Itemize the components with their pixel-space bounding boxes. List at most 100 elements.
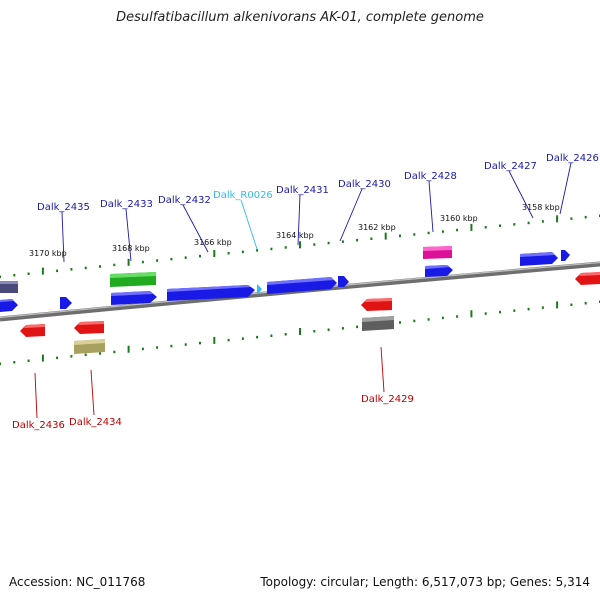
minor-tick	[456, 228, 459, 232]
kbp-label: 3158 kbp	[522, 203, 560, 212]
minor-tick	[113, 350, 116, 354]
minor-tick	[427, 318, 430, 321]
minor-tick	[341, 240, 344, 243]
gene-dalk-2429-box[interactable]	[362, 316, 394, 331]
gene-label-dalk-2434[interactable]: Dalk_2434	[69, 417, 122, 428]
genome-backbone	[0, 261, 600, 322]
gene-label-dalk-2433[interactable]: Dalk_2433	[100, 199, 153, 210]
gene-label-dalk-2426[interactable]: Dalk_2426	[546, 153, 599, 164]
minor-tick	[527, 307, 530, 311]
minor-tick	[313, 330, 316, 333]
gene-label-dalk-2429[interactable]: Dalk_2429	[361, 394, 414, 405]
major-tick	[127, 345, 130, 353]
gene-label-dalk-2431[interactable]: Dalk_2431	[276, 185, 329, 196]
major-tick	[127, 258, 130, 266]
gene-label-dalk-2432[interactable]: Dalk_2432	[158, 195, 211, 206]
gene-dalk-r0026-arrow[interactable]	[257, 284, 262, 295]
minor-tick	[70, 355, 73, 358]
minor-tick	[13, 361, 16, 364]
genome-title: Desulfatibacillum alkenivorans AK-01, co…	[116, 10, 484, 25]
minor-tick	[584, 215, 587, 219]
minor-tick	[327, 328, 330, 331]
minor-tick	[399, 321, 401, 324]
minor-tick	[441, 316, 444, 320]
gene-dalk-2430-arrow[interactable]	[338, 276, 349, 287]
minor-tick	[241, 337, 244, 340]
kbp-label: 3164 kbp	[276, 231, 314, 240]
gene-dalk-2435-arrow[interactable]	[0, 281, 18, 293]
gene-label-dalk-2435[interactable]: Dalk_2435	[37, 202, 90, 213]
gene-dalk-2436-arrow[interactable]	[20, 324, 45, 337]
minor-tick	[56, 356, 59, 360]
minor-tick	[413, 319, 416, 323]
gene-label-dalk-2427[interactable]: Dalk_2427	[484, 161, 537, 172]
gene-dalk-2431-arrow[interactable]	[267, 277, 337, 294]
major-tick	[556, 301, 559, 309]
minor-tick	[199, 341, 201, 345]
minor-tick	[413, 233, 416, 236]
minor-tick	[527, 221, 530, 225]
gene-dalk-2433-arrow[interactable]	[111, 291, 157, 305]
gene-label-dalk-2436[interactable]: Dalk_2436	[12, 420, 65, 431]
gene-dalk-2426-arrow[interactable]	[561, 250, 570, 261]
minor-tick	[141, 260, 144, 264]
minor-tick	[84, 353, 87, 357]
kbp-label: 3166 kbp	[194, 238, 232, 247]
top-scale-track	[0, 214, 600, 278]
minor-tick	[441, 230, 444, 233]
minor-tick	[513, 223, 516, 226]
gene-dalk-2428-arrow[interactable]	[425, 265, 453, 277]
minor-tick	[184, 256, 187, 259]
minor-tick	[584, 302, 587, 305]
minor-tick	[0, 275, 1, 278]
genome-summary-text: Topology: circular; Length: 6,517,073 bp…	[260, 575, 590, 589]
minor-tick	[541, 306, 544, 309]
gene-label-dalk-2430[interactable]: Dalk_2430	[338, 179, 391, 190]
bottom-scale-track	[0, 300, 600, 365]
minor-tick	[570, 217, 573, 220]
minor-tick	[270, 247, 273, 251]
kbp-label: 3160 kbp	[440, 214, 478, 223]
gene-dalk-2434-red-arrow[interactable]	[74, 321, 104, 334]
minor-tick	[341, 327, 344, 330]
major-tick	[299, 241, 301, 249]
kbp-label: 3168 kbp	[112, 244, 150, 253]
minor-tick	[156, 346, 159, 349]
minor-tick	[56, 269, 59, 273]
major-tick	[556, 215, 559, 223]
gene-small-arrow[interactable]	[60, 297, 72, 309]
gene-dalk-2434-box[interactable]	[74, 339, 105, 354]
minor-tick	[256, 249, 259, 252]
minor-tick	[541, 220, 544, 223]
minor-tick	[356, 238, 359, 242]
major-tick	[470, 310, 473, 318]
minor-tick	[27, 359, 30, 362]
minor-tick	[84, 266, 87, 270]
gene-label-dalk-2428[interactable]: Dalk_2428	[404, 171, 457, 182]
minor-tick	[0, 362, 1, 365]
gene-forward-left-arrow[interactable]	[0, 299, 18, 312]
gene-label-dalk-r0026[interactable]: Dalk_R0026	[213, 190, 273, 201]
minor-tick	[356, 325, 359, 329]
minor-tick	[484, 226, 487, 229]
minor-tick	[256, 335, 259, 339]
minor-tick	[227, 338, 230, 342]
kbp-label: 3162 kbp	[358, 223, 396, 232]
gene-dalk-2429-red-arrow[interactable]	[361, 298, 392, 311]
minor-tick	[399, 234, 401, 238]
gene-labels: Dalk_2435 Dalk_2433 Dalk_2432 Dalk_R0026…	[12, 153, 599, 431]
gene-dalk-2433-box[interactable]	[110, 272, 156, 287]
label-leader-lines	[34, 162, 572, 419]
minor-tick	[284, 333, 287, 336]
minor-tick	[227, 252, 230, 255]
minor-tick	[499, 224, 501, 227]
gene-dalk-2427-arrow[interactable]	[520, 252, 558, 266]
minor-tick	[99, 352, 101, 355]
minor-tick	[427, 231, 430, 235]
gene-dalk-2428-box[interactable]	[423, 246, 452, 259]
gene-right-red-arrow[interactable]	[575, 272, 600, 285]
gene-dalk-2432-arrow[interactable]	[167, 285, 255, 301]
minor-tick	[499, 310, 501, 314]
minor-tick	[270, 334, 273, 337]
